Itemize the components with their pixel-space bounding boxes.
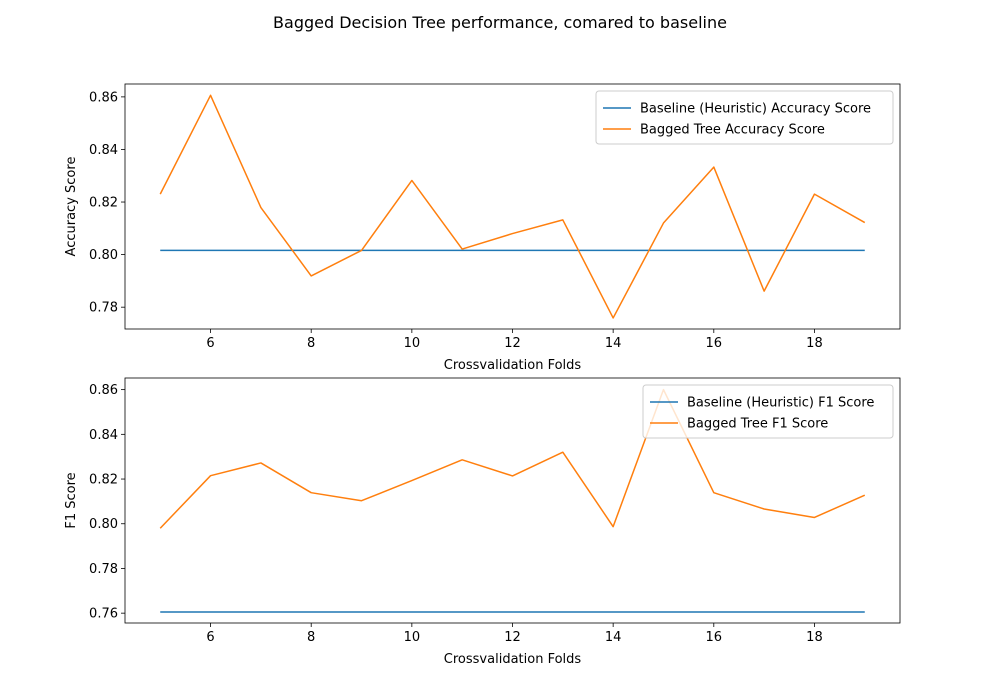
x-tick-label: 10 (404, 336, 421, 351)
series-line-bagged-tree-f1-score (159, 388, 866, 529)
chart-suptitle: Bagged Decision Tree performance, comare… (273, 13, 727, 32)
legend-box (595, 90, 894, 145)
y-tick-label: 0.86 (89, 90, 118, 105)
legend-entry-label: Bagged Tree F1 Score (687, 417, 828, 432)
x-tick-label: 12 (504, 630, 521, 645)
legend-entry-label: Baseline (Heuristic) F1 Score (687, 396, 874, 411)
y-tick-label: 0.80 (89, 248, 118, 263)
x-tick-label: 16 (706, 630, 723, 645)
x-axis-label: Crossvalidation Folds (444, 652, 582, 667)
y-axis-label: F1 Score (64, 472, 79, 528)
legend-box (642, 384, 894, 439)
y-tick-label: 0.82 (89, 196, 118, 211)
x-tick-label: 6 (206, 336, 214, 351)
subplots-group: 6 8 10 12 14 16 18 0.78 0.80 0.82 0.84 0.86 Crossval… (64, 83, 901, 667)
legend-entry-label: Bagged Tree Accuracy Score (640, 123, 825, 138)
x-tick-label: 10 (404, 630, 421, 645)
x-tick-label: 14 (605, 630, 622, 645)
x-tick-label: 18 (806, 630, 823, 645)
y-axis-label: Accuracy Score (64, 157, 79, 257)
y-tick-label: 0.76 (89, 607, 118, 622)
x-tick-label: 12 (504, 336, 521, 351)
y-tick-label: 0.84 (89, 428, 118, 443)
x-tick-label: 8 (307, 630, 315, 645)
x-tick-label: 18 (806, 336, 823, 351)
subplot-2: 6 8 10 12 14 16 18 0.76 0.78 0.80 0.82 0.84 0.86 Cros… (64, 377, 901, 667)
x-tick-label: 8 (307, 336, 315, 351)
x-axis-label: Crossvalidation Folds (444, 358, 582, 373)
y-tick-label: 0.80 (89, 517, 118, 532)
y-tick-label: 0.84 (89, 143, 118, 158)
subplot-1: 6 8 10 12 14 16 18 0.78 0.80 0.82 0.84 0.86 Crossval… (64, 83, 901, 373)
series-line-bagged-tree-accuracy-score (159, 94, 866, 319)
x-tick-label: 14 (605, 336, 622, 351)
y-tick-label: 0.78 (89, 562, 118, 577)
legend: Baseline (Heuristic) Accuracy Score Bagge… (595, 90, 894, 145)
legend-entry-label: Baseline (Heuristic) Accuracy Score (640, 102, 871, 117)
x-tick-label: 16 (706, 336, 723, 351)
y-tick-label: 0.78 (89, 301, 118, 316)
y-tick-label: 0.86 (89, 383, 118, 398)
x-tick-label: 6 (206, 630, 214, 645)
legend: Baseline (Heuristic) F1 Score Bagged Tree… (642, 384, 894, 439)
y-tick-label: 0.82 (89, 473, 118, 488)
